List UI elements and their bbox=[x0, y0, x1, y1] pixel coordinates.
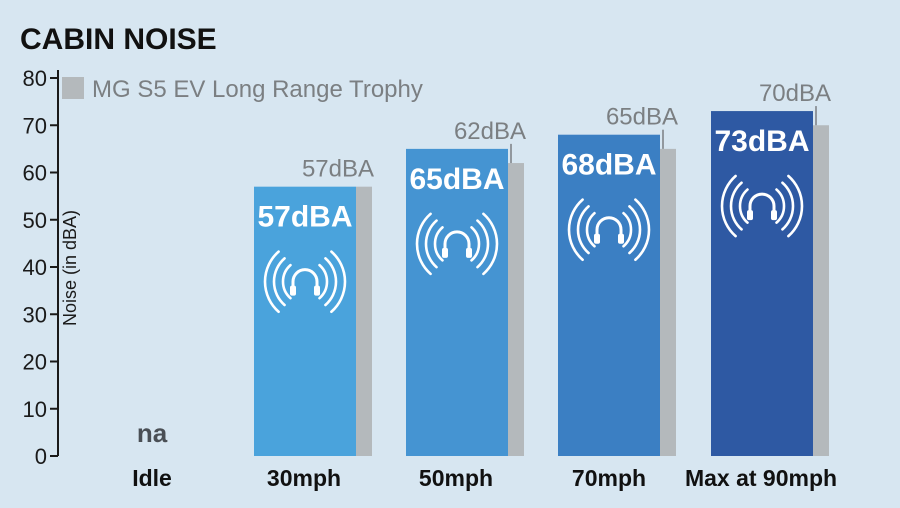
headphones-sound-icon bbox=[263, 250, 347, 314]
main-bar bbox=[254, 186, 356, 457]
x-tick-label: Max at 90mph bbox=[685, 465, 837, 491]
data-labels: na 57dBA 57dBA 62dBA 65dBA 65dBA 68dBA 70dBA 73d… bbox=[137, 80, 831, 448]
main-value-label: 57dBA bbox=[257, 201, 352, 234]
compare-value-label: 70dBA bbox=[759, 80, 831, 107]
y-tick-label: 0 bbox=[35, 444, 47, 469]
compare-bar bbox=[508, 163, 524, 457]
main-bar bbox=[558, 134, 660, 456]
main-bar bbox=[711, 111, 813, 456]
compare-bar bbox=[356, 186, 372, 457]
y-axis-label: Noise (in dBA) bbox=[60, 210, 80, 326]
main-bar bbox=[406, 148, 508, 456]
compare-bar bbox=[660, 148, 676, 456]
main-value-label: 65dBA bbox=[409, 163, 504, 196]
axes: 0 10 20 30 40 50 60 70 80 Idle 30mph 50mph 70mph Max … bbox=[23, 66, 838, 491]
chart-title: CABIN NOISE bbox=[20, 23, 217, 56]
headphones-sound-icon bbox=[567, 198, 651, 262]
y-tick-label: 40 bbox=[23, 255, 47, 280]
x-tick-label: Idle bbox=[132, 465, 172, 491]
x-tick-label: 30mph bbox=[267, 465, 341, 491]
headphones-sound-icon bbox=[720, 174, 804, 238]
y-tick-label: 20 bbox=[23, 350, 47, 375]
bars bbox=[254, 111, 829, 457]
y-tick-label: 10 bbox=[23, 397, 47, 422]
y-tick-label: 70 bbox=[23, 113, 47, 138]
y-tick-label: 60 bbox=[23, 161, 47, 186]
x-tick-label: 50mph bbox=[419, 465, 493, 491]
main-value-label: 68dBA bbox=[561, 149, 656, 182]
x-tick-label: 70mph bbox=[572, 465, 646, 491]
compare-value-label: 57dBA bbox=[302, 156, 374, 183]
compare-value-label: 65dBA bbox=[606, 104, 678, 131]
compare-value-label: 62dBA bbox=[454, 118, 526, 145]
legend-swatch bbox=[62, 77, 84, 99]
legend: MG S5 EV Long Range Trophy bbox=[62, 76, 423, 103]
main-value-label: 73dBA bbox=[714, 125, 809, 158]
y-tick-label: 30 bbox=[23, 302, 47, 327]
na-label: na bbox=[137, 418, 168, 448]
compare-bar bbox=[813, 125, 829, 456]
y-tick-label: 50 bbox=[23, 208, 47, 233]
y-tick-label: 80 bbox=[23, 66, 47, 91]
headphones-sound-icon bbox=[415, 212, 499, 276]
legend-label: MG S5 EV Long Range Trophy bbox=[92, 76, 423, 103]
